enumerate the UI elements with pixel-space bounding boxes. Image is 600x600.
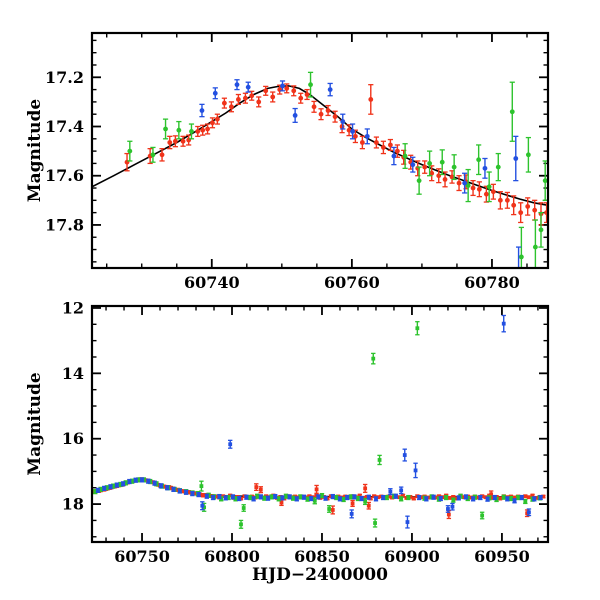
x-tick-label: 60950 [474, 547, 530, 566]
x-axis-label: HJD−2400000 [252, 565, 388, 585]
x-tick-label: 60750 [114, 547, 170, 566]
x-tick-label: 60900 [384, 547, 440, 566]
x-tick-label: 60850 [294, 547, 350, 566]
bottom-panel-frame [90, 304, 550, 544]
y-tick-label: 14 [62, 364, 84, 383]
x-tick-label: 60760 [324, 273, 380, 292]
bottom-y-axis-label: Magnitude [25, 372, 45, 476]
y-tick-label: 17.2 [45, 68, 84, 87]
x-tick-label: 60780 [464, 273, 520, 292]
y-tick-label: 17.6 [45, 166, 84, 185]
bottom-panel: 60750 60800 60850 60900 60950 12 14 16 18 Magnitu… [25, 298, 550, 585]
y-tick-label: 17.8 [45, 215, 84, 234]
top-y-axis-label: Magnitude [25, 99, 45, 203]
top-panel-frame [90, 31, 550, 270]
top-data-area [92, 71, 548, 268]
top-series-blue [199, 79, 522, 268]
x-tick-label: 60800 [204, 547, 260, 566]
bottom-axis-ticks [92, 306, 548, 542]
y-tick-label: 16 [62, 429, 84, 448]
top-series-red [124, 83, 548, 226]
x-tick-label: 60740 [184, 273, 240, 292]
bottom-data-area [92, 314, 546, 529]
y-tick-label: 18 [62, 495, 84, 514]
top-tick-labels: 60740 60760 60780 17.2 17.4 17.6 17.8 [45, 68, 520, 292]
bottom-series-blue [95, 314, 543, 529]
top-series-green [127, 71, 548, 268]
y-tick-label: 17.4 [45, 117, 84, 136]
y-tick-label: 12 [62, 298, 84, 317]
top-model-curve [92, 85, 548, 207]
bottom-tick-labels: 60750 60800 60850 60900 60950 12 14 16 18 [62, 298, 530, 566]
